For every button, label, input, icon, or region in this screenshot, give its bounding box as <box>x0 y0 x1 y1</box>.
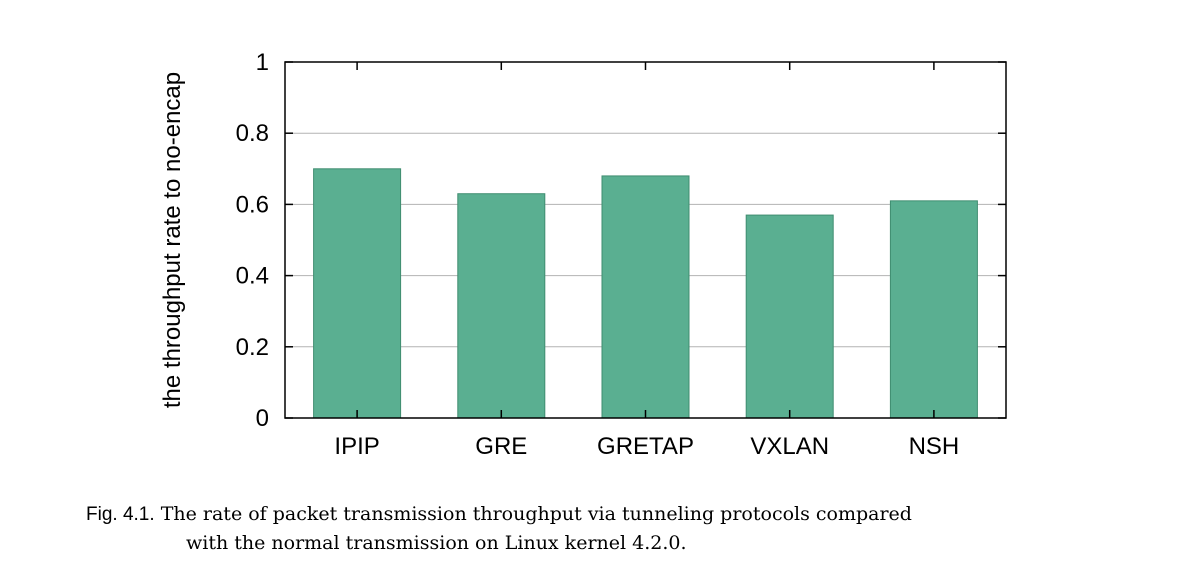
y-tick-label: 0.2 <box>236 334 269 361</box>
y-tick-label: 0.6 <box>236 191 269 218</box>
bar-gretap <box>601 175 690 419</box>
bar-gre <box>457 193 546 419</box>
caption-line-1: The rate of packet transmission throughp… <box>160 503 912 525</box>
y-tick-label: 0 <box>256 405 269 432</box>
bar-vxlan <box>745 214 834 419</box>
caption-line-2: with the normal transmission on Linux ke… <box>186 532 687 554</box>
y-tick-label: 1 <box>256 49 269 76</box>
x-tick-label: VXLAN <box>750 433 829 460</box>
bars <box>313 168 978 419</box>
y-tick-label: 0.4 <box>236 263 269 290</box>
bar-chart: 0 0.2 0.4 0.6 0.8 1 IPIP GRE GRETAP VXLAN NSH the… <box>159 49 1007 460</box>
y-axis-label: the throughput rate to no-encap <box>159 72 186 408</box>
bar-nsh <box>889 200 978 419</box>
axis-ticks <box>285 61 1006 419</box>
y-tick-labels: 0 0.2 0.4 0.6 0.8 1 <box>236 49 269 432</box>
figure-caption: Fig. 4.1. The rate of packet transmissio… <box>86 500 1106 557</box>
x-tick-label: GRE <box>475 433 527 460</box>
caption-number: Fig. 4.1. <box>86 504 155 525</box>
bar-ipip <box>313 168 402 419</box>
x-tick-label: GRETAP <box>597 433 694 460</box>
x-tick-labels: IPIP GRE GRETAP VXLAN NSH <box>334 433 959 460</box>
x-tick-label: NSH <box>909 433 960 460</box>
y-tick-label: 0.8 <box>236 120 269 147</box>
x-tick-label: IPIP <box>334 433 379 460</box>
